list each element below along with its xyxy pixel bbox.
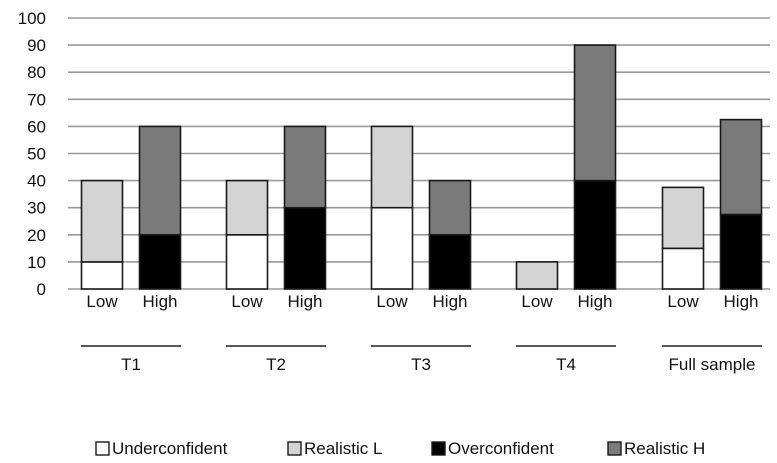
category-label: Low [231, 292, 263, 311]
legend-swatch [95, 441, 110, 456]
category-label: Low [86, 292, 118, 311]
bar-segment [573, 179, 617, 290]
group-label: T3 [411, 355, 431, 374]
y-tick-label: 10 [27, 253, 46, 272]
group-label: T1 [121, 355, 141, 374]
category-label: High [578, 292, 613, 311]
bar-segment [661, 247, 705, 290]
bars [80, 44, 763, 290]
category-label: Low [521, 292, 553, 311]
legend-label: Realistic L [304, 439, 382, 458]
y-tick-label: 70 [27, 90, 46, 109]
legend: Underconfident Realistic L Overconfident Re… [95, 439, 705, 458]
category-label: High [288, 292, 323, 311]
bar-segment [283, 125, 327, 209]
y-tick-label: 30 [27, 199, 46, 218]
category-label: Low [376, 292, 408, 311]
legend-label: Realistic H [624, 439, 705, 458]
y-tick-label: 60 [27, 117, 46, 136]
y-tick-label: 100 [18, 9, 46, 28]
y-tick-label: 40 [27, 172, 46, 191]
y-axis: 0 10 20 30 40 50 60 70 80 90 100 [18, 9, 46, 299]
grid-lines [68, 17, 770, 290]
bar-segment [80, 261, 124, 290]
bar-segment [225, 234, 269, 290]
legend-label: Overconfident [448, 439, 554, 458]
legend-swatch [431, 441, 446, 456]
bar-segment [515, 261, 559, 290]
category-label: Low [667, 292, 699, 311]
x-axis: Low High T1 Low High T2 Low High T3 Low High T4 Low H… [81, 292, 762, 374]
y-tick-label: 80 [27, 63, 46, 82]
bar-segment [283, 206, 327, 290]
category-label: High [143, 292, 178, 311]
group-label: T2 [266, 355, 286, 374]
y-tick-label: 20 [27, 226, 46, 245]
bar-segment [573, 44, 617, 182]
y-tick-label: 0 [37, 280, 46, 299]
category-label: High [433, 292, 468, 311]
bar-segment [80, 179, 124, 263]
legend-label: Underconfident [112, 439, 228, 458]
bar-segment [428, 179, 472, 236]
bar-segment [370, 206, 414, 290]
bar-segment [225, 179, 269, 236]
y-tick-label: 90 [27, 36, 46, 55]
bar-segment [370, 125, 414, 209]
bar-segment [138, 234, 182, 290]
bar-segment [138, 125, 182, 236]
group-label: T4 [556, 355, 576, 374]
legend-swatch [287, 441, 302, 456]
legend-swatch [607, 441, 622, 456]
bar-segment [719, 118, 763, 216]
y-tick-label: 50 [27, 145, 46, 164]
group-label: Full sample [669, 355, 756, 374]
bar-segment [719, 213, 763, 290]
bar-segment [661, 186, 705, 250]
category-label: High [724, 292, 759, 311]
bar-segment [428, 234, 472, 290]
